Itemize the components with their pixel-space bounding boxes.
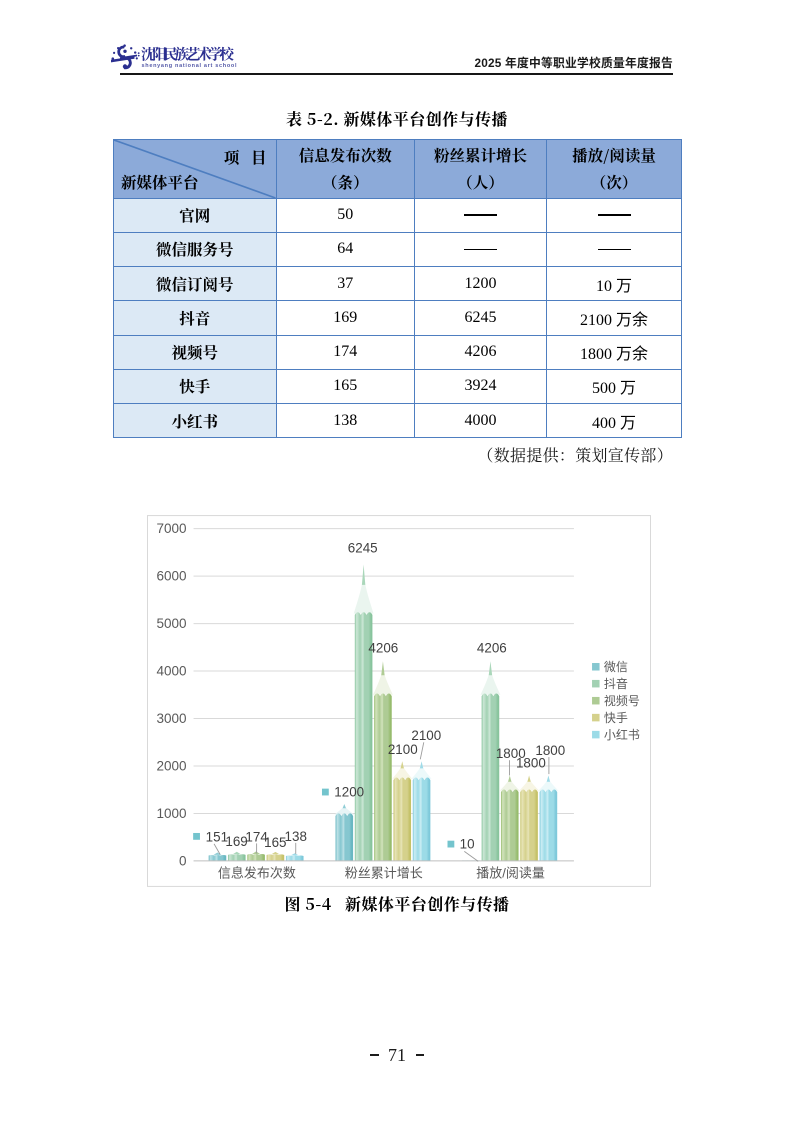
svg-text:6000: 6000 bbox=[156, 569, 186, 584]
svg-text:2100: 2100 bbox=[387, 742, 417, 757]
svg-text:4206: 4206 bbox=[476, 641, 506, 656]
svg-text:3000: 3000 bbox=[156, 711, 186, 726]
svg-text:169: 169 bbox=[225, 834, 247, 849]
svg-text:4000: 4000 bbox=[156, 664, 186, 679]
svg-text:2100: 2100 bbox=[411, 728, 441, 743]
svg-text:播放/阅读量: 播放/阅读量 bbox=[476, 865, 545, 880]
svg-text:138: 138 bbox=[284, 829, 306, 844]
svg-text:174: 174 bbox=[245, 829, 268, 844]
svg-text:1800: 1800 bbox=[535, 743, 565, 758]
svg-text:6245: 6245 bbox=[347, 541, 377, 556]
svg-text:151: 151 bbox=[205, 830, 227, 845]
svg-text:1000: 1000 bbox=[156, 806, 186, 821]
svg-text:信息发布次数: 信息发布次数 bbox=[217, 865, 295, 880]
svg-text:小红书: 小红书 bbox=[603, 727, 639, 742]
svg-text:1800: 1800 bbox=[495, 746, 525, 761]
svg-text:视频号: 视频号 bbox=[603, 693, 639, 708]
svg-text:粉丝累计增长: 粉丝累计增长 bbox=[344, 865, 422, 880]
svg-text:4206: 4206 bbox=[368, 641, 398, 656]
svg-text:快手: 快手 bbox=[603, 711, 627, 725]
svg-text:10: 10 bbox=[459, 837, 474, 852]
svg-text:微信: 微信 bbox=[603, 660, 627, 674]
svg-text:165: 165 bbox=[264, 835, 286, 850]
svg-text:抖音: 抖音 bbox=[603, 676, 627, 691]
svg-text:1800: 1800 bbox=[515, 756, 545, 771]
svg-text:1200: 1200 bbox=[334, 785, 364, 800]
svg-text:5000: 5000 bbox=[156, 616, 186, 631]
svg-text:沈阳民族艺术学校: 沈阳民族艺术学校 bbox=[141, 44, 236, 65]
svg-text:shenyang national art school: shenyang national art school bbox=[142, 63, 237, 69]
svg-text:0: 0 bbox=[179, 853, 187, 868]
svg-text:2000: 2000 bbox=[156, 758, 186, 773]
svg-text:7000: 7000 bbox=[156, 521, 186, 536]
